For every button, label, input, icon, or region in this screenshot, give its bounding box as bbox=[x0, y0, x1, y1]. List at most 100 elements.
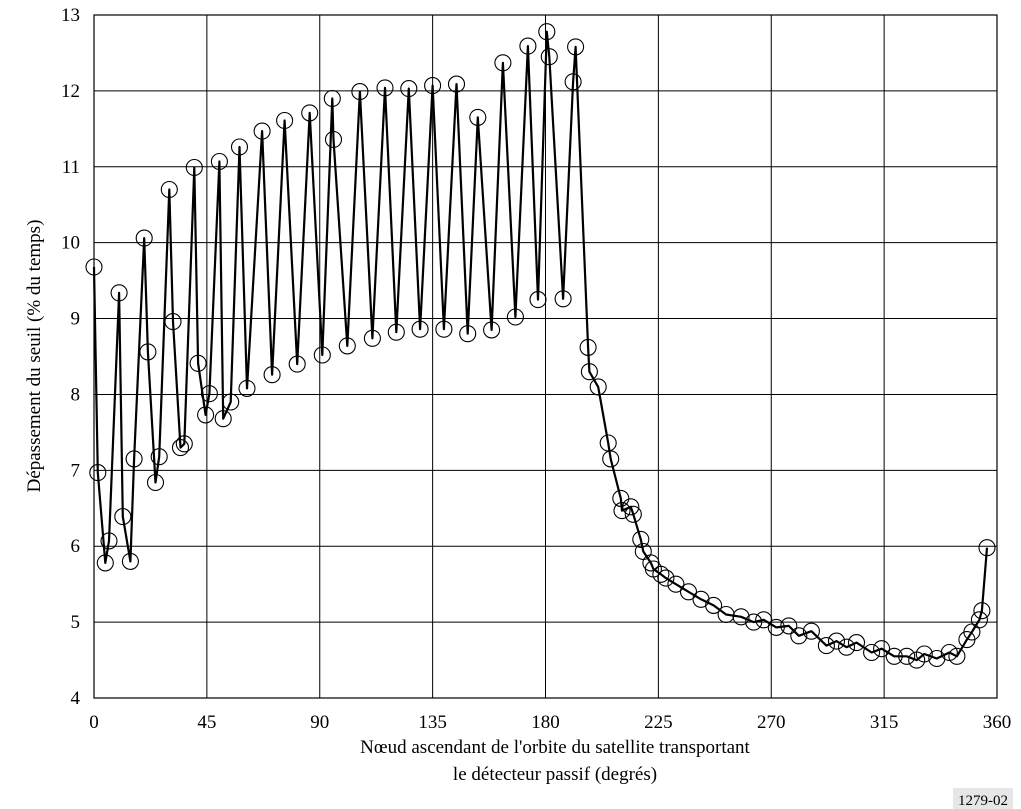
data-point bbox=[114, 508, 132, 526]
data-point bbox=[171, 439, 190, 457]
data-point bbox=[554, 290, 572, 308]
data-point bbox=[238, 379, 256, 397]
data-point bbox=[164, 313, 182, 331]
data-point bbox=[230, 138, 249, 156]
data-point bbox=[732, 608, 750, 626]
figure-code-box bbox=[953, 788, 1013, 809]
data-point bbox=[459, 325, 477, 343]
x-tick-label: 315 bbox=[870, 712, 899, 733]
data-point bbox=[790, 627, 808, 645]
data-point bbox=[780, 617, 798, 635]
data-point bbox=[125, 450, 143, 468]
data-point bbox=[652, 565, 670, 583]
x-tick-label: 180 bbox=[531, 712, 560, 733]
data-point bbox=[387, 323, 405, 341]
data-point bbox=[146, 473, 165, 492]
data-point bbox=[494, 54, 512, 72]
data-point bbox=[483, 321, 501, 339]
data-point bbox=[847, 634, 866, 652]
data-point bbox=[447, 75, 466, 93]
data-point bbox=[657, 569, 675, 587]
y-tick-label: 9 bbox=[71, 309, 81, 330]
data-point bbox=[898, 647, 916, 665]
data-point bbox=[400, 80, 418, 98]
data-point bbox=[589, 378, 607, 396]
data-point bbox=[96, 554, 114, 572]
y-tick-label: 4 bbox=[71, 688, 81, 709]
data-point bbox=[564, 73, 582, 91]
data-point bbox=[745, 613, 763, 631]
data-point bbox=[538, 23, 556, 41]
data-point bbox=[160, 180, 178, 199]
data-point bbox=[579, 338, 597, 356]
data-point bbox=[121, 552, 139, 570]
x-axis-title-line-1: Nœud ascendant de l'orbite du satellite … bbox=[360, 737, 750, 758]
data-point bbox=[755, 611, 773, 629]
data-point bbox=[885, 647, 903, 665]
data-point bbox=[915, 645, 933, 663]
data-point bbox=[717, 605, 735, 624]
data-point bbox=[110, 284, 128, 302]
x-tick-label: 45 bbox=[197, 712, 216, 733]
data-point bbox=[978, 539, 996, 557]
data-point bbox=[189, 354, 207, 372]
data-point bbox=[363, 329, 381, 347]
data-point bbox=[469, 108, 487, 126]
y-tick-label: 8 bbox=[71, 384, 81, 405]
plot-frame bbox=[93, 14, 998, 699]
data-point bbox=[802, 622, 820, 640]
x-tick-label: 135 bbox=[418, 712, 447, 733]
data-point bbox=[175, 435, 193, 453]
data-point bbox=[567, 38, 585, 56]
data-point bbox=[89, 464, 107, 482]
data-point bbox=[210, 152, 228, 171]
y-tick-label: 12 bbox=[61, 81, 80, 102]
data-point bbox=[301, 104, 319, 122]
y-tick-label: 6 bbox=[71, 536, 81, 557]
y-tick-label: 5 bbox=[71, 612, 81, 633]
data-point bbox=[632, 530, 650, 548]
data-point bbox=[863, 643, 881, 662]
y-tick-label: 11 bbox=[62, 157, 80, 178]
x-tick-labels: 0 45 90 135 180 225 270 315 360 bbox=[89, 712, 1011, 733]
data-point bbox=[948, 647, 966, 665]
data-point bbox=[613, 502, 631, 520]
data-point bbox=[253, 122, 271, 140]
y-tick-labels: 4 5 6 7 8 9 10 11 12 13 bbox=[61, 5, 81, 709]
data-point bbox=[411, 320, 429, 338]
data-point bbox=[837, 638, 856, 656]
x-tick-label: 0 bbox=[89, 712, 99, 733]
data-point bbox=[667, 575, 685, 593]
data-point bbox=[288, 355, 306, 373]
data-point bbox=[705, 596, 723, 614]
y-tick-label: 13 bbox=[61, 5, 80, 26]
data-point bbox=[435, 320, 453, 338]
data-point bbox=[323, 89, 341, 108]
x-axis-title-line-2: le détecteur passif (degrés) bbox=[453, 764, 657, 785]
data-point bbox=[519, 37, 537, 55]
data-point bbox=[624, 505, 642, 523]
y-tick-label: 7 bbox=[71, 460, 81, 481]
data-point bbox=[424, 77, 442, 95]
data-point bbox=[150, 448, 168, 466]
data-point bbox=[139, 343, 157, 361]
data-point bbox=[214, 410, 232, 428]
data-point bbox=[970, 611, 988, 629]
figure-code: 1279-02 bbox=[958, 793, 1008, 809]
data-point bbox=[817, 637, 835, 655]
data-point bbox=[529, 291, 547, 309]
data-point bbox=[185, 158, 203, 177]
data-point bbox=[540, 48, 558, 66]
data-point bbox=[963, 623, 981, 641]
data-point bbox=[679, 583, 698, 601]
data-point bbox=[324, 130, 343, 149]
y-axis-title: Dépassement du seuil (% du temps) bbox=[24, 220, 45, 493]
data-point bbox=[222, 393, 240, 411]
data-point bbox=[263, 366, 281, 384]
data-point bbox=[313, 346, 331, 364]
data-point bbox=[197, 406, 215, 424]
data-point bbox=[602, 450, 620, 468]
data-point bbox=[376, 79, 394, 97]
data-point bbox=[135, 229, 153, 247]
